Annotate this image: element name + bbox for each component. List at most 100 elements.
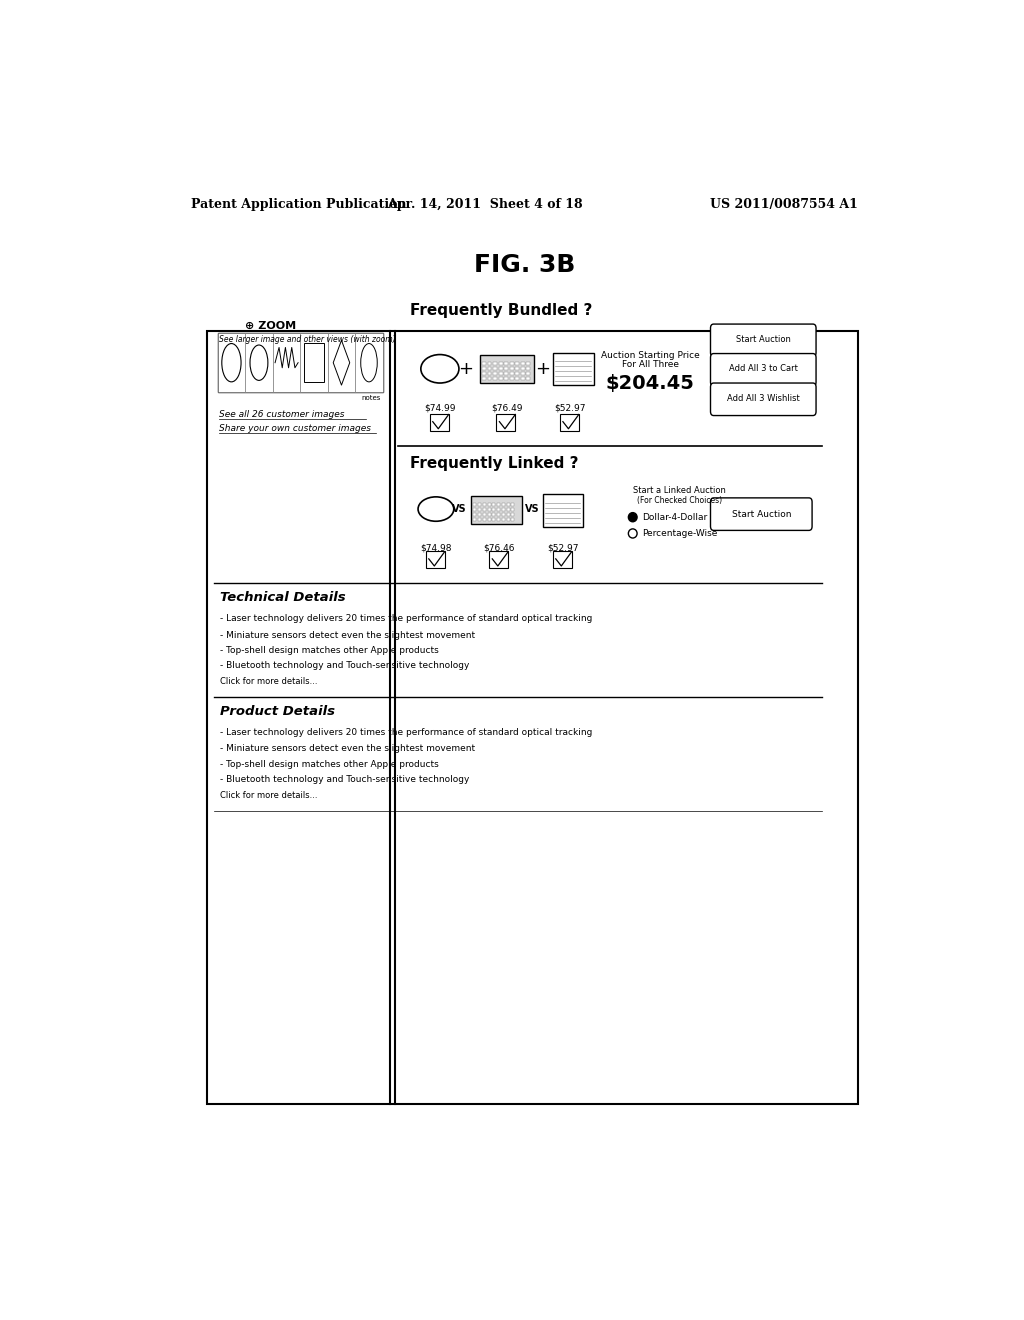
Bar xyxy=(499,372,503,375)
Bar xyxy=(272,333,300,392)
Bar xyxy=(482,362,486,364)
Bar xyxy=(473,519,476,521)
Text: See larger image and other views (with zoom): See larger image and other views (with z… xyxy=(219,335,396,343)
Text: (For Checked Choices): (For Checked Choices) xyxy=(637,496,722,506)
Bar xyxy=(507,519,510,521)
Bar xyxy=(521,362,524,364)
Text: Click for more details...: Click for more details... xyxy=(220,677,317,686)
Bar xyxy=(487,367,492,370)
Bar xyxy=(511,508,514,511)
Bar xyxy=(478,513,481,516)
Bar xyxy=(504,378,508,380)
Bar xyxy=(245,333,272,392)
Text: Dollar-4-Dollar: Dollar-4-Dollar xyxy=(642,512,708,521)
Bar xyxy=(482,367,486,370)
Text: Start Auction: Start Auction xyxy=(731,510,792,519)
Ellipse shape xyxy=(250,345,268,380)
Ellipse shape xyxy=(360,343,377,381)
Text: +: + xyxy=(458,360,473,378)
Bar xyxy=(507,508,510,511)
Bar xyxy=(511,519,514,521)
Bar xyxy=(473,513,476,516)
Bar xyxy=(478,503,481,506)
Bar xyxy=(526,372,530,375)
Bar xyxy=(487,378,492,380)
Bar xyxy=(497,513,500,516)
FancyBboxPatch shape xyxy=(207,331,858,1104)
Bar xyxy=(494,362,497,364)
FancyBboxPatch shape xyxy=(711,498,812,531)
Bar xyxy=(511,503,514,506)
Text: - Miniature sensors detect even the slightest movement: - Miniature sensors detect even the slig… xyxy=(220,744,475,754)
Bar xyxy=(502,508,505,511)
Bar xyxy=(499,362,503,364)
Ellipse shape xyxy=(629,529,637,539)
Text: - Laser technology delivers 20 times the performance of standard optical trackin: - Laser technology delivers 20 times the… xyxy=(220,729,593,737)
Bar xyxy=(502,519,505,521)
Text: Start a Linked Auction: Start a Linked Auction xyxy=(633,486,726,495)
Bar xyxy=(560,413,579,430)
Ellipse shape xyxy=(629,512,637,521)
Bar xyxy=(471,496,522,524)
Bar xyxy=(493,503,496,506)
Bar xyxy=(493,508,496,511)
Bar xyxy=(430,413,449,430)
Text: $52.97: $52.97 xyxy=(554,404,586,413)
Text: notes: notes xyxy=(361,395,381,401)
Bar xyxy=(478,508,481,511)
Bar xyxy=(426,550,444,568)
Text: Share your own customer images: Share your own customer images xyxy=(219,424,372,433)
Text: - Laser technology delivers 20 times the performance of standard optical trackin: - Laser technology delivers 20 times the… xyxy=(220,614,593,623)
Ellipse shape xyxy=(222,343,241,381)
Bar xyxy=(478,519,481,521)
Bar xyxy=(510,378,514,380)
Text: - Bluetooth technology and Touch-sensitive technology: - Bluetooth technology and Touch-sensiti… xyxy=(220,661,469,671)
Bar xyxy=(526,362,530,364)
Bar xyxy=(497,508,500,511)
Text: Frequently Bundled ?: Frequently Bundled ? xyxy=(410,304,592,318)
Bar xyxy=(494,378,497,380)
Ellipse shape xyxy=(418,496,454,521)
Text: VS: VS xyxy=(453,504,467,513)
Bar xyxy=(487,513,490,516)
Bar xyxy=(494,367,497,370)
Text: Percentage-Wise: Percentage-Wise xyxy=(642,529,718,539)
FancyBboxPatch shape xyxy=(711,354,816,385)
Bar xyxy=(487,362,492,364)
Bar xyxy=(543,494,583,528)
Text: Technical Details: Technical Details xyxy=(220,591,346,605)
Text: Add All 3 to Cart: Add All 3 to Cart xyxy=(729,364,798,374)
Bar xyxy=(473,503,476,506)
Bar xyxy=(493,513,496,516)
Text: For All Three: For All Three xyxy=(622,360,679,370)
Bar xyxy=(515,362,519,364)
Text: - Bluetooth technology and Touch-sensitive technology: - Bluetooth technology and Touch-sensiti… xyxy=(220,775,469,784)
Bar xyxy=(355,333,383,392)
Text: Click for more details...: Click for more details... xyxy=(220,791,317,800)
Bar xyxy=(487,372,492,375)
Bar xyxy=(482,372,486,375)
Bar xyxy=(218,333,383,392)
Bar xyxy=(526,367,530,370)
Bar xyxy=(507,503,510,506)
Bar xyxy=(510,372,514,375)
Ellipse shape xyxy=(421,355,459,383)
Text: $52.97: $52.97 xyxy=(547,544,579,552)
Text: Frequently Linked ?: Frequently Linked ? xyxy=(410,455,579,471)
Text: Apr. 14, 2011  Sheet 4 of 18: Apr. 14, 2011 Sheet 4 of 18 xyxy=(387,198,583,211)
Text: $204.45: $204.45 xyxy=(606,374,694,392)
Bar xyxy=(502,513,505,516)
Text: Add All 3 Wishlist: Add All 3 Wishlist xyxy=(727,393,800,403)
Bar xyxy=(507,513,510,516)
Bar xyxy=(482,503,486,506)
Bar xyxy=(521,367,524,370)
Bar xyxy=(504,362,508,364)
Bar xyxy=(510,367,514,370)
Text: +: + xyxy=(536,360,551,378)
Bar xyxy=(553,550,571,568)
Bar xyxy=(487,503,490,506)
Bar xyxy=(300,333,328,392)
Bar xyxy=(497,503,500,506)
Bar xyxy=(479,355,534,383)
Text: Patent Application Publication: Patent Application Publication xyxy=(191,198,407,211)
